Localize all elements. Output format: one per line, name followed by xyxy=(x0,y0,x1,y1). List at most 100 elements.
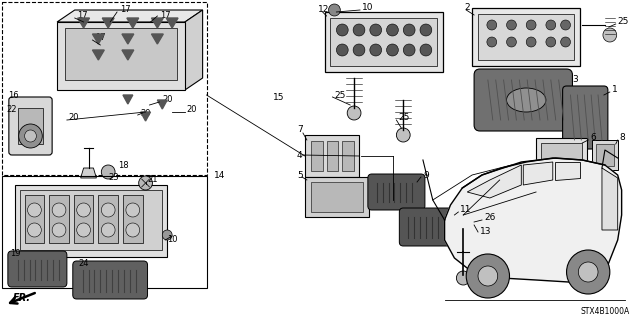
Text: 26: 26 xyxy=(484,213,495,222)
Bar xyxy=(2,2,207,175)
Circle shape xyxy=(24,130,36,142)
Bar xyxy=(305,135,359,177)
Bar xyxy=(472,8,580,66)
Text: 20: 20 xyxy=(187,106,197,115)
Polygon shape xyxy=(445,158,621,282)
Bar xyxy=(330,18,436,66)
FancyBboxPatch shape xyxy=(368,174,425,210)
Text: 10: 10 xyxy=(362,4,374,12)
Polygon shape xyxy=(141,112,150,121)
Polygon shape xyxy=(166,18,178,28)
Polygon shape xyxy=(152,34,163,44)
Text: 4: 4 xyxy=(297,151,303,160)
Polygon shape xyxy=(555,162,580,180)
Circle shape xyxy=(506,20,516,30)
Circle shape xyxy=(403,24,415,36)
Circle shape xyxy=(506,37,516,47)
Text: 17: 17 xyxy=(77,11,87,20)
Text: STX4B1000A: STX4B1000A xyxy=(580,308,630,316)
Text: 21: 21 xyxy=(148,175,158,184)
FancyBboxPatch shape xyxy=(9,97,52,155)
Circle shape xyxy=(487,20,497,30)
Bar xyxy=(20,190,163,250)
Circle shape xyxy=(101,165,115,179)
Text: 14: 14 xyxy=(214,170,226,180)
Text: 6: 6 xyxy=(590,133,596,143)
Bar xyxy=(57,22,185,90)
Polygon shape xyxy=(127,18,139,28)
Bar xyxy=(18,108,44,144)
Circle shape xyxy=(456,271,470,285)
Circle shape xyxy=(546,20,556,30)
Circle shape xyxy=(370,44,381,56)
Circle shape xyxy=(387,44,398,56)
Polygon shape xyxy=(102,18,114,28)
Bar xyxy=(469,218,479,226)
Bar xyxy=(2,176,207,288)
Circle shape xyxy=(353,24,365,36)
Circle shape xyxy=(328,4,340,16)
Bar xyxy=(123,195,143,243)
Text: 25: 25 xyxy=(398,114,410,122)
Circle shape xyxy=(546,37,556,47)
Polygon shape xyxy=(157,100,167,109)
Circle shape xyxy=(387,24,398,36)
Circle shape xyxy=(487,37,497,47)
Circle shape xyxy=(526,37,536,47)
Circle shape xyxy=(19,124,42,148)
Circle shape xyxy=(370,24,381,36)
Text: 16: 16 xyxy=(8,92,19,100)
Text: 17: 17 xyxy=(120,5,131,14)
Circle shape xyxy=(77,203,90,217)
Text: 11: 11 xyxy=(460,205,472,214)
Polygon shape xyxy=(92,50,104,60)
Circle shape xyxy=(126,223,140,237)
Text: 13: 13 xyxy=(480,227,492,236)
Circle shape xyxy=(566,250,610,294)
Polygon shape xyxy=(57,10,203,22)
Bar xyxy=(311,182,363,212)
Text: 19: 19 xyxy=(10,249,20,257)
Circle shape xyxy=(101,223,115,237)
Polygon shape xyxy=(602,168,618,230)
Bar xyxy=(74,195,93,243)
Bar xyxy=(541,143,582,171)
Circle shape xyxy=(420,44,432,56)
Bar xyxy=(305,177,369,217)
Text: 8: 8 xyxy=(620,133,625,143)
Polygon shape xyxy=(524,162,553,185)
Circle shape xyxy=(561,37,570,47)
Polygon shape xyxy=(122,34,134,44)
FancyBboxPatch shape xyxy=(563,86,608,149)
Circle shape xyxy=(101,203,115,217)
Circle shape xyxy=(337,44,348,56)
Text: 7: 7 xyxy=(297,125,303,135)
Circle shape xyxy=(478,266,498,286)
Polygon shape xyxy=(123,95,132,104)
Bar xyxy=(536,138,588,176)
Bar xyxy=(311,141,323,171)
Circle shape xyxy=(77,223,90,237)
Bar xyxy=(99,195,118,243)
Circle shape xyxy=(466,254,509,298)
Text: 20: 20 xyxy=(69,114,79,122)
Bar xyxy=(592,140,618,170)
Polygon shape xyxy=(185,10,203,90)
Text: 9: 9 xyxy=(423,170,429,180)
Text: 23: 23 xyxy=(108,174,119,182)
Bar xyxy=(49,195,69,243)
Text: 22: 22 xyxy=(6,106,17,115)
Text: 24: 24 xyxy=(79,258,89,268)
Circle shape xyxy=(348,106,361,120)
Circle shape xyxy=(353,44,365,56)
Circle shape xyxy=(561,20,570,30)
Bar xyxy=(454,215,472,229)
Polygon shape xyxy=(92,34,104,44)
Text: FR.: FR. xyxy=(13,293,31,303)
Text: 3: 3 xyxy=(572,76,578,85)
FancyBboxPatch shape xyxy=(73,261,148,299)
Bar xyxy=(342,141,354,171)
Bar xyxy=(326,141,339,171)
Text: 17: 17 xyxy=(161,11,171,19)
Polygon shape xyxy=(81,168,97,178)
